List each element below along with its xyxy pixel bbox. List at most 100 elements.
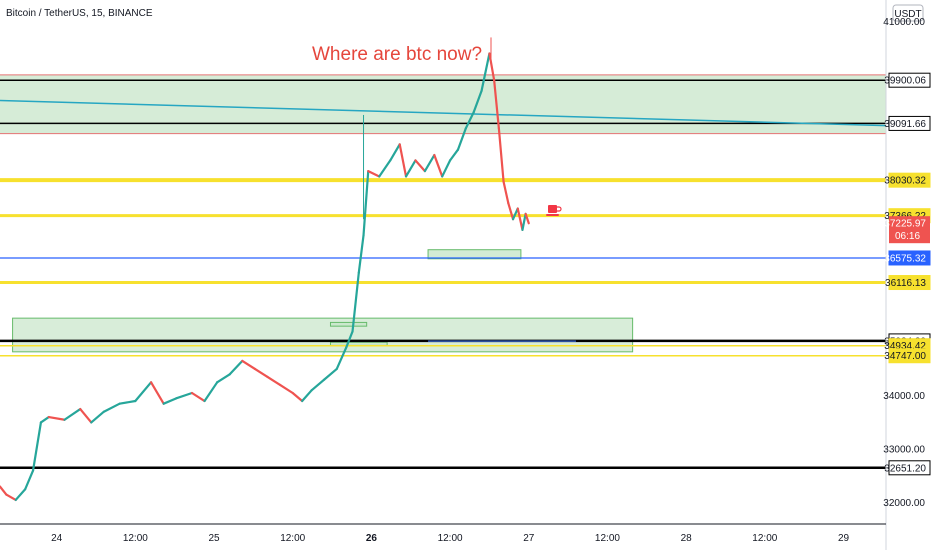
price-segment bbox=[423, 153, 436, 173]
price-segment bbox=[335, 346, 348, 371]
price-label-box bbox=[888, 460, 931, 476]
x-tick-label: 12:00 bbox=[123, 533, 148, 544]
x-tick-label: 27 bbox=[523, 533, 535, 544]
x-tick-label: 26 bbox=[366, 533, 378, 544]
price-segment bbox=[291, 391, 304, 403]
price-labels-layer: 39900.0639091.6638030.3237366.2236575.32… bbox=[884, 72, 931, 476]
price-segment bbox=[190, 391, 206, 403]
price-segment bbox=[63, 407, 82, 421]
price-segment bbox=[47, 415, 66, 421]
price-segment bbox=[266, 375, 282, 387]
price-segment bbox=[118, 399, 137, 405]
price-segment bbox=[203, 381, 219, 403]
price-label: 38030.32 bbox=[884, 176, 926, 187]
price-label-box bbox=[888, 250, 931, 266]
price-segment bbox=[0, 485, 8, 496]
price-segment bbox=[31, 421, 43, 472]
price-segment bbox=[351, 271, 360, 333]
price-layer bbox=[0, 37, 530, 502]
price-label-box bbox=[888, 72, 931, 88]
axis-labels-layer: 41000.00 34000.00 33000.00 32000.00 24 12:00 2… bbox=[51, 17, 925, 544]
price-segment bbox=[5, 493, 17, 502]
price-label: 32651.20 bbox=[884, 463, 926, 474]
price-segment bbox=[216, 373, 231, 384]
countdown-label: 06:16 bbox=[895, 231, 920, 242]
x-tick-label: 28 bbox=[681, 533, 693, 544]
time-axis-pane[interactable] bbox=[0, 524, 886, 550]
price-segment bbox=[378, 159, 392, 178]
price-label: 36575.32 bbox=[884, 253, 926, 264]
price-segment bbox=[516, 207, 524, 232]
support-zone bbox=[12, 317, 634, 353]
demand-zone-1 bbox=[329, 321, 368, 327]
price-segment bbox=[497, 127, 505, 183]
price-segment bbox=[175, 391, 194, 400]
price-segment bbox=[301, 389, 313, 403]
levels-layer bbox=[0, 79, 887, 470]
price-segment bbox=[279, 383, 294, 395]
y-tick-label: 41000.00 bbox=[883, 17, 925, 28]
price-segment bbox=[362, 170, 370, 237]
price-segment bbox=[502, 180, 510, 205]
x-tick-label: 12:00 bbox=[438, 533, 463, 544]
price-axis-pane[interactable] bbox=[886, 0, 932, 550]
price-segment bbox=[448, 148, 460, 162]
currency-tag-box[interactable] bbox=[892, 4, 924, 22]
price-segment bbox=[488, 52, 496, 82]
price-segment bbox=[162, 397, 178, 405]
x-tick-label: 12:00 bbox=[595, 533, 620, 544]
currency-tag[interactable]: USDT bbox=[894, 9, 921, 20]
price-segment bbox=[357, 234, 365, 274]
price-segment bbox=[345, 330, 354, 349]
price-label-box bbox=[888, 275, 931, 291]
price-segment bbox=[24, 469, 35, 491]
price-segment bbox=[253, 367, 269, 379]
current-price-box bbox=[889, 216, 930, 244]
price-segment bbox=[14, 488, 27, 502]
price-segment bbox=[507, 202, 515, 221]
price-segment bbox=[511, 207, 519, 221]
price-segment bbox=[389, 143, 401, 162]
coffee-cup-icon bbox=[546, 205, 562, 216]
price-segment bbox=[90, 410, 105, 424]
chart-title: Bitcoin / TetherUS, 15, BINANCE bbox=[6, 8, 153, 19]
price-label: 39900.06 bbox=[884, 76, 926, 87]
price-segment bbox=[149, 381, 165, 405]
price-segment bbox=[228, 359, 244, 376]
annotation-text: Where are btc now? bbox=[312, 44, 482, 65]
x-tick-label: 25 bbox=[208, 533, 220, 544]
y-tick-label: 33000.00 bbox=[883, 445, 925, 456]
current-price-label: 37225.97 bbox=[884, 219, 926, 230]
x-tick-label: 29 bbox=[838, 533, 850, 544]
price-segment bbox=[323, 367, 338, 381]
price-segment bbox=[414, 159, 427, 173]
x-tick-label: 24 bbox=[51, 533, 63, 544]
price-segment bbox=[241, 359, 257, 371]
price-segment bbox=[456, 127, 467, 151]
price-label: 34934.42 bbox=[884, 341, 926, 352]
price-segment bbox=[441, 159, 452, 178]
price-segment bbox=[524, 212, 530, 225]
price-segment bbox=[398, 143, 408, 178]
price-segment bbox=[433, 153, 444, 178]
price-segment bbox=[472, 89, 483, 114]
price-segment bbox=[79, 407, 93, 424]
price-segment bbox=[480, 52, 491, 92]
price-segment bbox=[102, 402, 121, 413]
price-label-box bbox=[888, 115, 931, 131]
price-segment bbox=[493, 79, 500, 130]
price-segment bbox=[39, 415, 50, 424]
price-label: 34747.00 bbox=[884, 351, 926, 362]
price-segment bbox=[521, 212, 527, 232]
price-label-box bbox=[888, 172, 931, 188]
price-segment bbox=[310, 378, 326, 392]
y-tick-label: 34000.00 bbox=[883, 391, 925, 402]
y-tick-label: 32000.00 bbox=[883, 498, 925, 509]
x-tick-label: 12:00 bbox=[752, 533, 777, 544]
price-segment bbox=[134, 381, 153, 403]
price-segment bbox=[367, 170, 381, 178]
trendline bbox=[0, 99, 887, 127]
x-tick-label: 12:00 bbox=[280, 533, 305, 544]
price-label: 36116.13 bbox=[885, 278, 926, 289]
price-label-box bbox=[888, 348, 931, 364]
